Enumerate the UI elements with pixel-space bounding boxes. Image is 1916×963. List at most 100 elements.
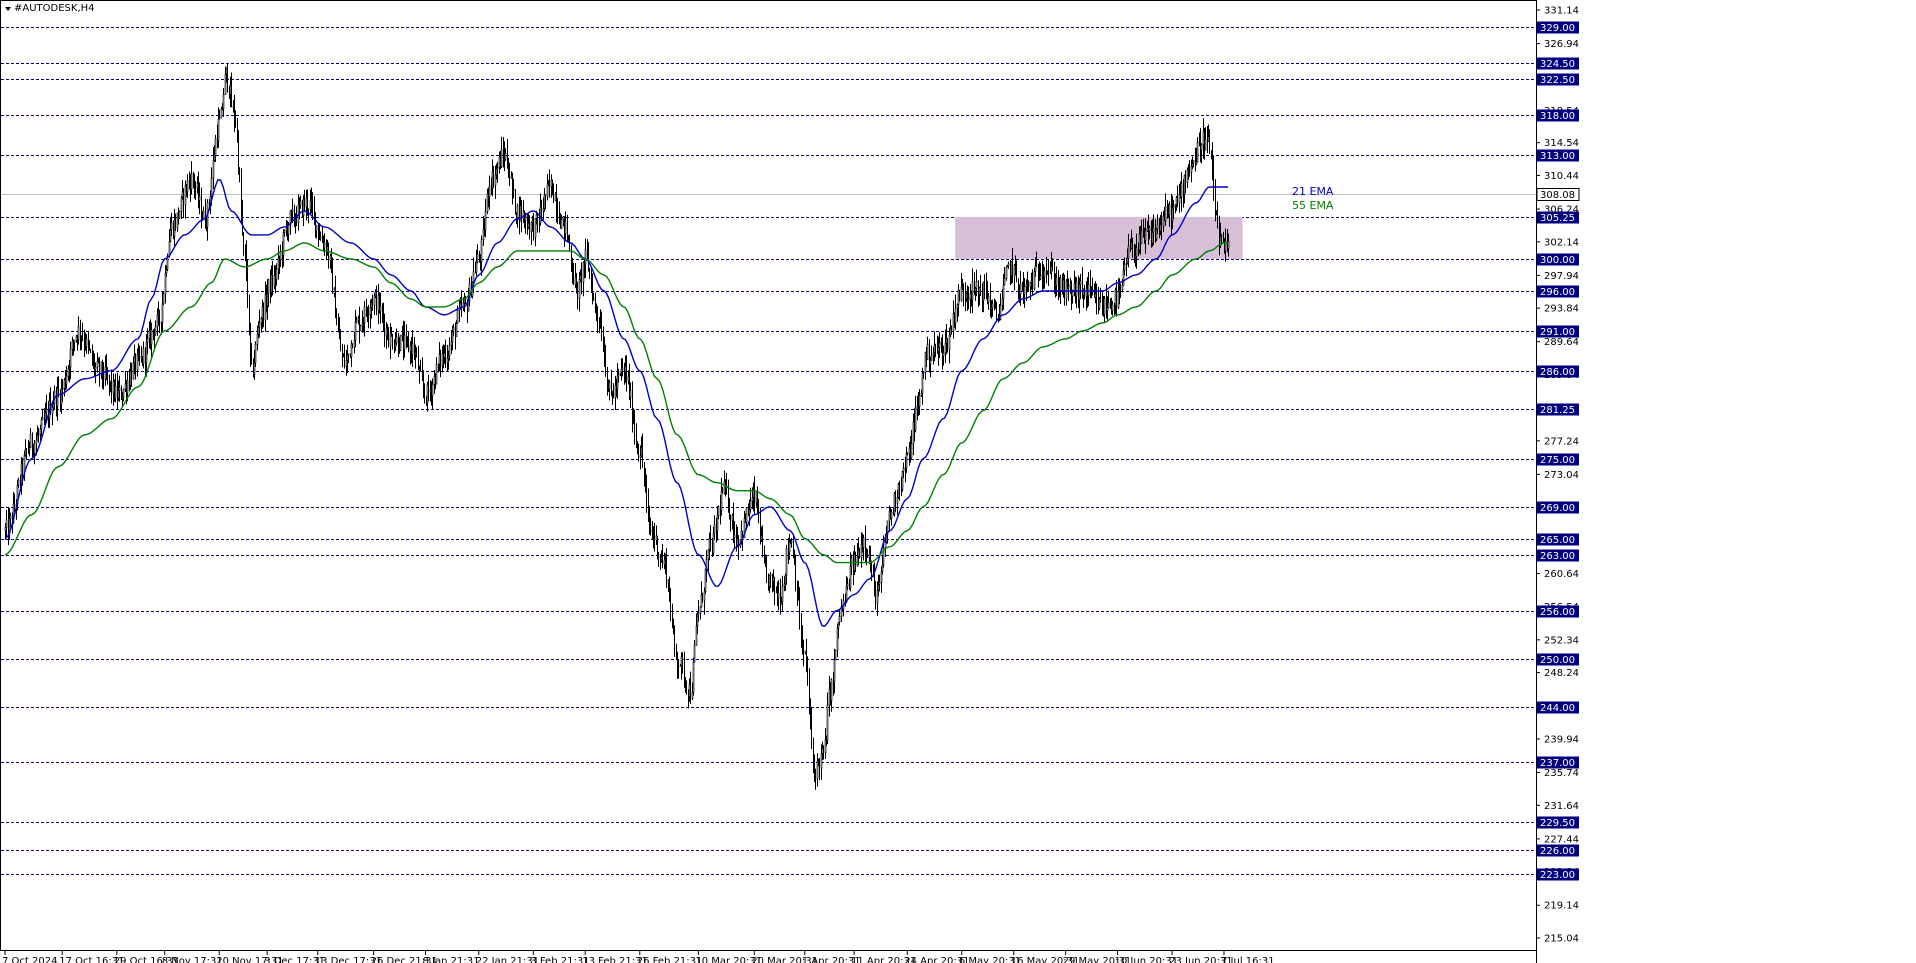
candle (539, 193, 542, 226)
candle (1007, 261, 1010, 270)
x-tick-label: 11 Apr 20:31 (851, 956, 916, 963)
candle (768, 573, 769, 591)
candle (823, 745, 824, 760)
candle (571, 244, 572, 272)
candle (754, 476, 755, 515)
candle (484, 198, 487, 238)
y-tick-label: 273.04 (1544, 470, 1579, 481)
candle (73, 339, 74, 356)
candle (621, 358, 624, 377)
ema55-line[interactable] (4, 242, 1228, 564)
candle (777, 581, 778, 606)
candle (37, 427, 40, 443)
candle (1106, 296, 1109, 323)
candle (654, 523, 655, 552)
x-tick-label: 23 Jun 20:31 (1169, 956, 1233, 963)
candle (193, 171, 194, 189)
candle (824, 728, 827, 759)
candle (720, 495, 721, 525)
candle (700, 581, 703, 608)
candle (601, 311, 602, 342)
candle (194, 173, 195, 199)
candle (373, 292, 376, 315)
candle (243, 232, 244, 256)
candle (790, 537, 793, 548)
candle (1098, 297, 1101, 311)
candle (1195, 147, 1198, 166)
candle (398, 332, 399, 358)
candle (267, 278, 270, 308)
candle (833, 672, 834, 696)
level-label-badge (1537, 701, 1579, 714)
candle (150, 322, 153, 358)
candle (990, 300, 993, 319)
candle (335, 275, 336, 319)
candle (1156, 214, 1159, 235)
current-price-label: 308.08 (1540, 190, 1575, 201)
candle (1103, 295, 1104, 317)
candle (374, 289, 377, 299)
candle (862, 533, 863, 553)
candle (531, 215, 534, 232)
candle (112, 373, 115, 406)
candle (830, 682, 831, 706)
candle (982, 283, 983, 313)
candle (84, 329, 85, 358)
candle (853, 545, 856, 576)
candle (1039, 261, 1040, 281)
level-label: 244.00 (1540, 703, 1575, 714)
candle (653, 526, 654, 549)
candle (1079, 273, 1082, 299)
candle (176, 212, 179, 232)
candle (65, 366, 68, 390)
supply-zone[interactable] (955, 216, 1243, 259)
candle (780, 578, 781, 615)
candle (1148, 214, 1149, 245)
candle (33, 443, 34, 457)
candle (974, 286, 977, 302)
candle (937, 336, 940, 366)
candle (838, 609, 841, 626)
plot-area[interactable] (0, 0, 1537, 951)
candle (664, 553, 667, 575)
candle (527, 213, 530, 230)
x-tick-label: 7 Oct 2024 (2, 956, 57, 963)
candle (310, 187, 313, 214)
x-tick-label: 20 Mar 20:31 (751, 956, 818, 963)
candle (225, 67, 228, 83)
y-tick-label: 297.94 (1544, 271, 1579, 282)
candle (901, 476, 902, 497)
candle (834, 649, 837, 661)
candle (173, 208, 176, 246)
candle (1096, 283, 1097, 315)
candle (319, 223, 320, 241)
candle (1180, 172, 1183, 212)
candle (584, 238, 587, 278)
level-label: 223.00 (1540, 870, 1575, 881)
candle (465, 295, 466, 304)
candle (1038, 263, 1039, 288)
candle (716, 517, 717, 543)
candle (80, 335, 83, 350)
candle (231, 72, 232, 108)
candle (1036, 251, 1037, 268)
candle (309, 189, 312, 216)
candle (963, 283, 964, 307)
candle (135, 353, 136, 380)
candle (736, 527, 739, 548)
level-label: 229.50 (1540, 818, 1575, 829)
candle (206, 199, 209, 241)
candle (338, 313, 339, 333)
candle (429, 380, 432, 402)
candle (1200, 128, 1201, 163)
candle (901, 470, 904, 492)
candle (708, 532, 711, 561)
ema21-line[interactable] (4, 179, 1228, 627)
candle (645, 468, 646, 493)
y-tick-label: 219.14 (1544, 901, 1579, 912)
candle (370, 298, 373, 319)
candle (503, 136, 504, 168)
triangle-down-icon[interactable] (5, 7, 11, 11)
candle (99, 357, 100, 387)
